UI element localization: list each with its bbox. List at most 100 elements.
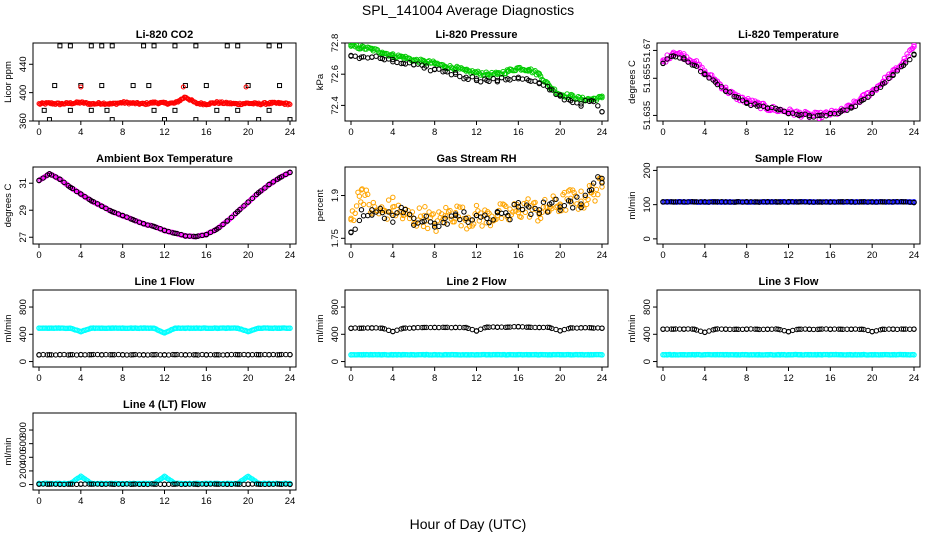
data-point xyxy=(578,201,584,207)
data-point xyxy=(796,199,802,205)
data-point xyxy=(370,199,377,206)
data-point xyxy=(411,62,417,68)
data-point xyxy=(249,195,256,202)
data-point xyxy=(400,212,406,219)
y-axis-label: percent xyxy=(315,189,326,221)
data-point xyxy=(443,204,449,211)
data-point xyxy=(754,199,760,205)
series-black xyxy=(348,174,605,236)
x-tick-label: 8 xyxy=(120,250,125,261)
x-tick-label: 8 xyxy=(744,127,749,138)
data-point xyxy=(859,352,865,358)
data-point xyxy=(78,84,84,90)
x-tick-label: 20 xyxy=(243,496,254,507)
data-point xyxy=(775,326,781,332)
data-point xyxy=(905,53,912,59)
data-point xyxy=(379,209,386,216)
x-tick-label: 12 xyxy=(471,373,482,384)
data-point xyxy=(702,199,708,205)
data-point xyxy=(430,211,436,217)
data-point xyxy=(764,352,771,358)
data-point xyxy=(46,171,53,177)
y-tick-label: 72.8 xyxy=(330,34,341,53)
data-point xyxy=(394,210,400,216)
data-point xyxy=(406,60,413,66)
x-tick-label: 0 xyxy=(660,373,665,384)
data-point xyxy=(151,325,157,331)
data-point xyxy=(484,77,490,84)
data-point xyxy=(369,212,375,218)
data-point xyxy=(595,103,601,109)
x-tick-label: 0 xyxy=(348,373,353,384)
data-point xyxy=(358,199,364,205)
series-black xyxy=(660,326,917,336)
data-point xyxy=(764,326,771,332)
data-point xyxy=(525,196,531,202)
data-point xyxy=(712,77,718,83)
panel-line2: Line 2 Flow 0 4 8 12 16 20 24 0 400 800 ml/min xyxy=(315,276,609,384)
data-point xyxy=(536,207,542,213)
data-point xyxy=(547,324,553,331)
data-point xyxy=(424,225,431,232)
data-point xyxy=(287,101,293,107)
data-point xyxy=(754,326,760,332)
data-point xyxy=(505,212,511,219)
data-point xyxy=(681,326,687,332)
y-tick-label: 29 xyxy=(18,205,29,216)
x-tick-label: 4 xyxy=(78,250,83,261)
data-point xyxy=(463,324,469,331)
data-point xyxy=(203,481,210,487)
panel-line1: Line 1 Flow 0 4 8 12 16 20 24 0 400 800 ml/min xyxy=(3,276,297,384)
data-point xyxy=(505,352,511,358)
data-point xyxy=(36,352,42,358)
data-point xyxy=(36,177,42,184)
data-point xyxy=(911,199,917,206)
y-tick-label: 800 xyxy=(642,299,653,315)
plot-area xyxy=(348,43,605,115)
data-point xyxy=(890,71,896,78)
data-point xyxy=(515,65,522,71)
data-point xyxy=(464,226,470,232)
data-point xyxy=(228,214,235,221)
data-point xyxy=(869,199,875,205)
data-point xyxy=(358,325,365,331)
data-point xyxy=(88,198,94,204)
data-point xyxy=(743,352,750,358)
data-point xyxy=(141,43,147,49)
data-point xyxy=(369,54,375,60)
data-point xyxy=(894,68,900,74)
data-point xyxy=(447,207,453,214)
data-point xyxy=(433,228,439,234)
plot-area xyxy=(36,43,293,121)
data-point xyxy=(241,203,247,209)
plot-area xyxy=(348,174,605,236)
data-point xyxy=(486,210,492,216)
data-point xyxy=(473,352,480,358)
data-point xyxy=(712,79,718,85)
data-point xyxy=(592,198,598,204)
data-point xyxy=(553,196,559,202)
y-tick-label: 0 xyxy=(18,359,29,364)
data-point xyxy=(457,204,463,210)
data-point xyxy=(385,197,392,203)
x-tick-label: 4 xyxy=(390,373,395,384)
y-axis-label: kPa xyxy=(315,73,326,90)
data-point xyxy=(515,352,522,358)
data-point xyxy=(262,185,268,191)
data-point xyxy=(578,101,584,107)
data-point xyxy=(540,204,547,210)
data-point xyxy=(172,325,178,331)
data-point xyxy=(775,352,781,358)
data-point xyxy=(348,215,354,222)
data-point xyxy=(130,325,136,331)
data-point xyxy=(490,75,496,82)
data-point xyxy=(536,80,542,87)
data-point xyxy=(180,84,186,90)
data-point xyxy=(287,481,293,487)
data-point xyxy=(494,71,501,77)
x-tick-label: 16 xyxy=(825,127,836,138)
data-point xyxy=(697,66,704,72)
x-tick-label: 4 xyxy=(702,127,707,138)
data-point xyxy=(588,325,595,331)
data-point xyxy=(373,53,379,59)
